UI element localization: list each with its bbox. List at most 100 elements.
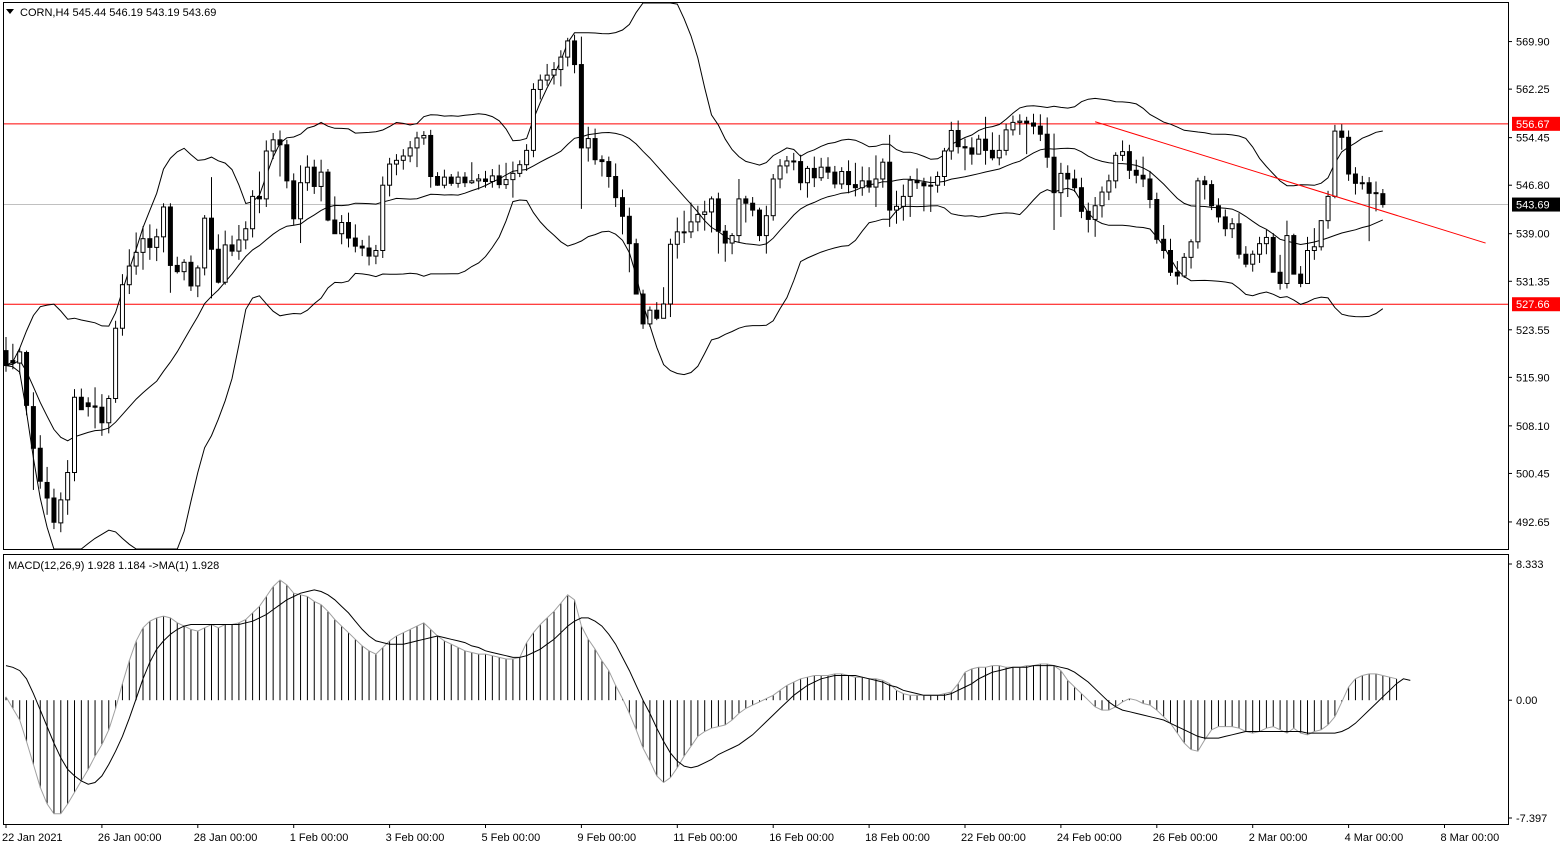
candle-down[interactable] xyxy=(78,396,84,411)
candle-down[interactable] xyxy=(256,195,262,200)
candle-down[interactable] xyxy=(346,222,351,239)
candle-up[interactable] xyxy=(661,303,667,319)
candle-down[interactable] xyxy=(989,149,995,159)
candle-down[interactable] xyxy=(167,206,173,266)
candle-up[interactable] xyxy=(407,147,413,157)
candle-up[interactable] xyxy=(1058,172,1064,194)
candle-down[interactable] xyxy=(1270,236,1276,273)
trend-line[interactable] xyxy=(1095,121,1486,244)
candle-down[interactable] xyxy=(1078,187,1084,212)
candle-up[interactable] xyxy=(263,150,269,200)
candle-up[interactable] xyxy=(647,309,653,325)
candle-down[interactable] xyxy=(1051,156,1057,194)
candle-down[interactable] xyxy=(825,166,831,173)
candle-up[interactable] xyxy=(1003,129,1009,151)
candle-up[interactable] xyxy=(1318,220,1324,248)
candle-up[interactable] xyxy=(996,149,1002,159)
candle-up[interactable] xyxy=(1188,241,1194,258)
candle-up[interactable] xyxy=(1229,223,1235,230)
candle-down[interactable] xyxy=(1140,174,1146,180)
menu-triangle-icon[interactable] xyxy=(6,9,14,14)
candle-up[interactable] xyxy=(784,160,790,167)
candle-down[interactable] xyxy=(613,176,619,199)
candle-down[interactable] xyxy=(1291,235,1297,275)
candle-down[interactable] xyxy=(1085,210,1091,220)
candle-up[interactable] xyxy=(270,139,276,152)
candle-up[interactable] xyxy=(551,69,557,76)
candle-down[interactable] xyxy=(832,171,838,185)
candle-up[interactable] xyxy=(1092,205,1098,220)
candle-up[interactable] xyxy=(524,149,530,166)
candle-down[interactable] xyxy=(846,171,852,186)
candle-down[interactable] xyxy=(1065,172,1071,180)
candle-down[interactable] xyxy=(1126,151,1132,171)
candle-up[interactable] xyxy=(113,327,119,400)
candle-down[interactable] xyxy=(229,244,235,252)
candle-up[interactable] xyxy=(222,244,228,283)
candle-up[interactable] xyxy=(1181,256,1187,277)
candle-down[interactable] xyxy=(428,134,434,178)
candle-up[interactable] xyxy=(140,238,146,253)
candle-up[interactable] xyxy=(1332,130,1338,197)
candle-up[interactable] xyxy=(202,217,208,269)
candle-up[interactable] xyxy=(681,231,687,234)
candle-down[interactable] xyxy=(1215,205,1221,218)
candle-down[interactable] xyxy=(1236,223,1242,255)
candle-up[interactable] xyxy=(935,176,941,186)
candle-up[interactable] xyxy=(250,195,256,230)
candle-up[interactable] xyxy=(387,163,393,186)
candle-up[interactable] xyxy=(1359,182,1365,185)
candle-up[interactable] xyxy=(804,167,810,184)
candle-up[interactable] xyxy=(1250,253,1256,265)
candle-down[interactable] xyxy=(887,161,893,211)
candle-up[interactable] xyxy=(770,178,776,217)
candle-down[interactable] xyxy=(291,180,297,220)
candle-up[interactable] xyxy=(421,134,427,139)
candle-up[interactable] xyxy=(695,213,701,223)
candle-up[interactable] xyxy=(530,88,536,151)
candle-down[interactable] xyxy=(462,176,468,184)
candle-down[interactable] xyxy=(1024,120,1030,124)
candle-down[interactable] xyxy=(37,447,43,482)
candle-up[interactable] xyxy=(380,184,386,252)
candle-down[interactable] xyxy=(284,144,290,182)
candle-down[interactable] xyxy=(914,179,920,184)
candle-down[interactable] xyxy=(209,217,214,250)
candle-up[interactable] xyxy=(839,171,845,185)
candle-up[interactable] xyxy=(304,166,310,184)
candle-up[interactable] xyxy=(400,155,406,161)
candle-down[interactable] xyxy=(30,406,36,449)
candle-down[interactable] xyxy=(366,247,372,257)
candle-up[interactable] xyxy=(318,171,324,187)
candle-up[interactable] xyxy=(339,222,345,235)
candle-up[interactable] xyxy=(517,164,523,174)
candle-down[interactable] xyxy=(1037,125,1043,135)
candle-up[interactable] xyxy=(1263,236,1269,245)
candle-down[interactable] xyxy=(174,264,180,273)
candle-up[interactable] xyxy=(976,138,982,155)
candle-up[interactable] xyxy=(298,182,304,220)
candle-down[interactable] xyxy=(791,160,797,163)
candle-down[interactable] xyxy=(1380,193,1386,206)
candle-down[interactable] xyxy=(921,182,927,187)
candle-down[interactable] xyxy=(599,159,605,163)
candle-up[interactable] xyxy=(1373,192,1379,195)
candle-down[interactable] xyxy=(1277,271,1283,284)
candle-up[interactable] xyxy=(476,178,482,182)
candle-down[interactable] xyxy=(10,360,16,364)
candle-down[interactable] xyxy=(352,237,358,247)
candle-up[interactable] xyxy=(469,180,475,184)
candle-down[interactable] xyxy=(277,139,283,146)
candle-up[interactable] xyxy=(181,261,187,273)
candle-down[interactable] xyxy=(743,198,749,204)
candle-down[interactable] xyxy=(215,248,221,283)
candle-down[interactable] xyxy=(722,230,728,244)
candle-down[interactable] xyxy=(572,40,578,66)
candle-up[interactable] xyxy=(709,198,715,213)
candle-up[interactable] xyxy=(565,40,571,58)
candle-up[interactable] xyxy=(702,211,708,215)
candle-down[interactable] xyxy=(1168,250,1173,273)
candle-up[interactable] xyxy=(195,267,201,287)
candle-down[interactable] xyxy=(24,351,30,406)
